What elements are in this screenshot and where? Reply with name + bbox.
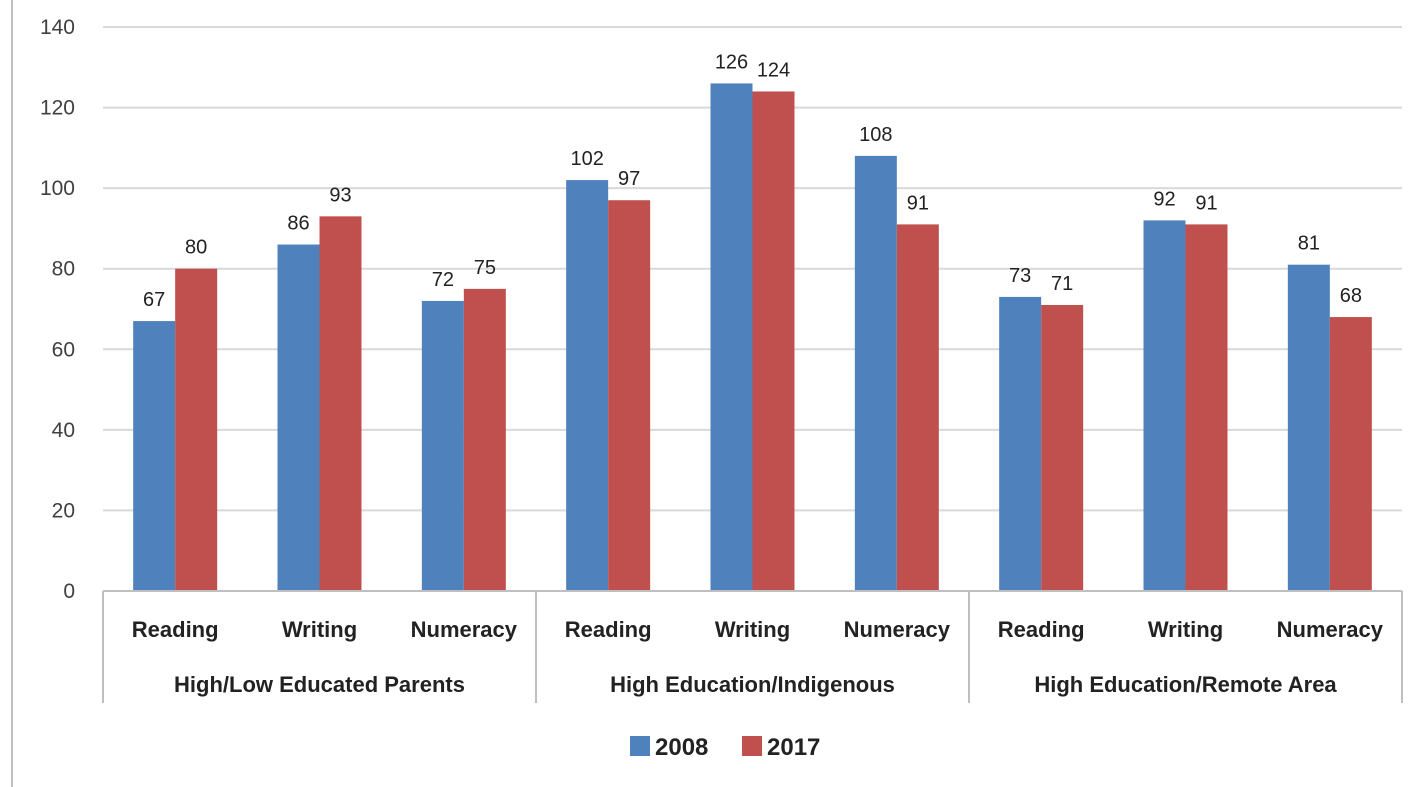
- bar-2008: [710, 83, 753, 592]
- bar-2008: [421, 300, 464, 591]
- y-axis-ticks: 0 20 40 60 80 100 120 140: [40, 16, 75, 603]
- data-label-2008: 72: [432, 269, 454, 291]
- legend-swatch-2008: [630, 736, 650, 756]
- data-label-2008: 81: [1298, 233, 1320, 255]
- y-tick-label: 60: [52, 338, 75, 361]
- data-label-2008: 102: [570, 148, 603, 170]
- legend-label: 2017: [767, 734, 820, 761]
- bar-2008: [854, 155, 897, 591]
- bar-2008: [1143, 220, 1186, 591]
- data-label-2008: 73: [1009, 265, 1031, 287]
- data-label-2008: 92: [1153, 188, 1175, 210]
- legend: 2008 2017: [630, 734, 820, 761]
- data-label-2017: 93: [329, 184, 351, 206]
- bar-2017: [463, 288, 506, 591]
- x-category-label: Reading: [565, 617, 652, 642]
- y-tick-label: 80: [52, 258, 75, 281]
- data-label-2017: 75: [474, 257, 496, 279]
- y-tick-label: 140: [40, 16, 75, 39]
- x-category-label: Numeracy: [1277, 617, 1384, 642]
- x-category-label: Writing: [715, 617, 790, 642]
- bar-2017: [896, 224, 939, 591]
- bars: [133, 83, 1372, 592]
- data-label-2017: 71: [1051, 273, 1073, 295]
- x-axis: Reading Writing Numeracy High/Low Educated …: [11, 0, 1403, 787]
- x-group-label: High Education/Remote Area: [1034, 672, 1337, 697]
- legend-label: 2008: [655, 734, 708, 761]
- bar-2017: [1185, 224, 1228, 591]
- data-label-2017: 124: [757, 59, 790, 81]
- x-group-label: High/Low Educated Parents: [174, 672, 465, 697]
- y-tick-label: 20: [52, 499, 75, 522]
- x-category-label: Reading: [998, 617, 1085, 642]
- bar-2008: [1287, 264, 1330, 591]
- data-label-2017: 80: [185, 237, 207, 259]
- x-category-label: Numeracy: [411, 617, 518, 642]
- x-category-label: Writing: [1148, 617, 1223, 642]
- bar-2017: [608, 200, 651, 591]
- bar-2017: [175, 268, 218, 591]
- data-label-2017: 97: [618, 168, 640, 190]
- data-label-2008: 108: [859, 124, 892, 146]
- data-labels: 67 86 72 102 126 108 73 92 81 80 93 75 97 124 91 71 91 68: [143, 51, 1362, 311]
- x-category-label: Reading: [132, 617, 219, 642]
- x-group-label: High Education/Indigenous: [610, 672, 895, 697]
- x-category-label: Writing: [282, 617, 357, 642]
- legend-swatch-2017: [742, 736, 762, 756]
- bar-2017: [319, 216, 362, 592]
- data-label-2008: 86: [287, 213, 309, 235]
- data-label-2017: 91: [907, 192, 929, 214]
- data-label-2017: 91: [1195, 192, 1217, 214]
- y-tick-label: 120: [40, 97, 75, 120]
- y-tick-label: 100: [40, 177, 75, 200]
- bar-2008: [999, 296, 1042, 591]
- data-label-2008: 126: [715, 51, 748, 73]
- bar-2017: [752, 91, 795, 591]
- x-category-label: Numeracy: [844, 617, 951, 642]
- bar-2017: [1329, 317, 1372, 591]
- bar-2008: [566, 180, 609, 592]
- y-tick-label: 0: [63, 580, 75, 603]
- data-label-2008: 67: [143, 289, 165, 311]
- bar-2008: [277, 244, 320, 592]
- y-tick-label: 40: [52, 419, 75, 442]
- data-label-2017: 68: [1340, 285, 1362, 307]
- bar-2017: [1041, 304, 1084, 591]
- bar-2008: [133, 321, 176, 591]
